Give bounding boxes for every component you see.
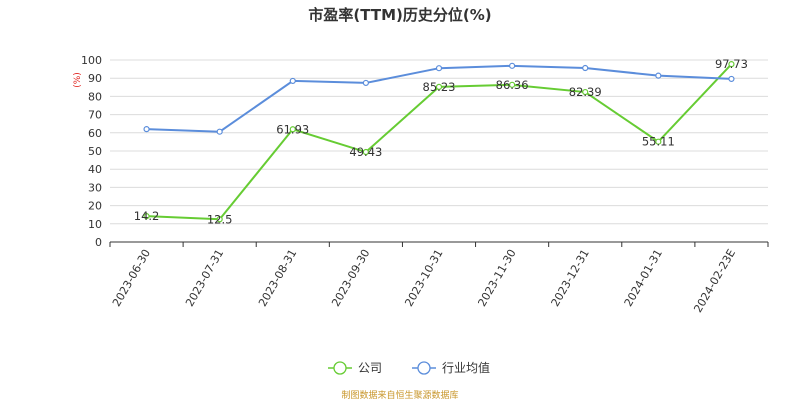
data-point — [655, 138, 662, 145]
data-point — [509, 62, 516, 69]
data-point — [728, 61, 735, 68]
x-tick-label: 2023-12-31 — [549, 247, 592, 309]
legend: 公司 行业均值 — [328, 360, 490, 375]
x-tick-label: 2024-01-31 — [622, 247, 665, 309]
data-point — [655, 72, 662, 79]
series-line — [146, 64, 732, 133]
y-tick-label: 20 — [88, 200, 102, 213]
legend-marker — [333, 361, 347, 375]
x-tick-label: 2024-02-23E — [691, 247, 738, 315]
x-tick-label: 2023-09-30 — [329, 247, 372, 309]
y-tick-label: 40 — [88, 163, 102, 176]
grid-lines — [110, 59, 768, 225]
data-point — [362, 148, 369, 156]
data-labels: 14.2 12.5 61.93 49.43 85.23 86.36 82.39 55.11 97… — [134, 57, 748, 226]
data-point — [582, 88, 589, 96]
y-tick-label: 70 — [88, 109, 102, 122]
data-label: 14.2 — [134, 209, 160, 223]
x-tick-label: 2023-10-31 — [402, 247, 445, 309]
data-point — [509, 81, 516, 88]
legend-marker — [417, 361, 431, 375]
x-tick-label: 2023-07-31 — [183, 247, 226, 309]
data-point — [289, 77, 296, 85]
data-point — [216, 128, 223, 135]
data-label: 61.93 — [276, 122, 309, 136]
series-layer — [143, 61, 735, 223]
data-point — [143, 213, 150, 220]
data-point — [728, 75, 735, 83]
data-point — [216, 216, 223, 223]
y-tick-label: 80 — [88, 90, 102, 103]
data-point — [362, 79, 369, 87]
data-point — [289, 126, 296, 133]
x-tick-label: 2023-11-30 — [475, 247, 518, 309]
legend-label: 行业均值 — [442, 360, 490, 375]
data-label: 85.23 — [423, 80, 456, 94]
data-point — [435, 83, 443, 90]
chart-title: 市盈率(TTM)历史分位(%) — [308, 6, 492, 24]
x-tick-label: 2023-06-30 — [110, 247, 153, 309]
data-point — [582, 64, 589, 72]
data-label: 49.43 — [349, 145, 382, 159]
x-tick-label: 2023-08-31 — [256, 247, 299, 309]
y-tick-label: 100 — [81, 54, 102, 67]
data-label: 97.73 — [715, 57, 748, 71]
y-tick-label: 50 — [88, 145, 102, 158]
y-axis-label: (%) — [73, 72, 83, 88]
data-label: 86.36 — [496, 78, 529, 92]
axes: 0 10 20 30 40 50 60 70 80 90 100 (%) 2023-06-30 2023-… — [73, 54, 769, 315]
y-tick-label: 10 — [88, 218, 102, 231]
y-tick-label: 90 — [88, 72, 102, 85]
data-label: 82.39 — [569, 85, 602, 99]
y-tick-label: 0 — [95, 236, 102, 249]
y-tick-label: 30 — [88, 181, 102, 194]
y-tick-label: 60 — [88, 127, 102, 140]
data-point — [435, 65, 443, 72]
legend-label: 公司 — [358, 361, 382, 375]
data-label: 12.5 — [207, 212, 233, 226]
source-note: 制图数据来自恒生聚源数据库 — [341, 391, 459, 401]
data-point — [143, 126, 150, 133]
data-label: 55.11 — [642, 135, 675, 149]
